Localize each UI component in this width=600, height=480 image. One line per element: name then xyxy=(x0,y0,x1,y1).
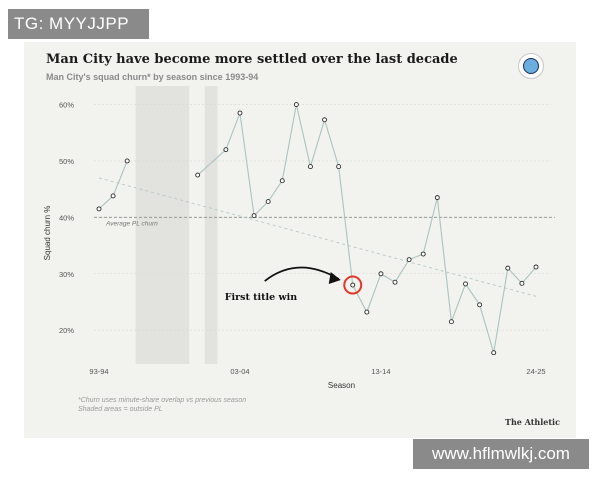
data-point xyxy=(350,282,356,288)
y-tick-label: 60% xyxy=(59,101,74,110)
data-point xyxy=(505,265,511,271)
y-tick-label: 30% xyxy=(59,270,74,279)
watermark-bottom: www.hflmwlkj.com xyxy=(413,439,589,469)
watermark-top: TG: MYYJJPP xyxy=(8,9,149,39)
y-tick-label: 40% xyxy=(59,213,74,222)
data-point xyxy=(491,350,497,356)
data-point xyxy=(322,117,327,123)
x-tick-label: 03-04 xyxy=(230,367,249,376)
x-tick-label: 24-25 xyxy=(526,367,545,376)
club-crest-icon xyxy=(518,53,544,79)
x-tick-label: 93-94 xyxy=(89,367,108,376)
chart-card: Man City have become more settled over t… xyxy=(24,42,576,438)
data-point xyxy=(308,164,313,170)
data-point xyxy=(223,147,229,153)
data-point xyxy=(364,309,370,315)
data-point xyxy=(96,206,102,212)
y-tick-label: 20% xyxy=(59,326,74,335)
y-axis-title: Squad churn % xyxy=(43,206,52,261)
data-point xyxy=(378,271,384,277)
data-point xyxy=(237,110,243,116)
annotation-arrow xyxy=(264,266,340,282)
data-point xyxy=(293,102,299,108)
data-point xyxy=(406,257,412,263)
footnote: *Churn uses minute-share overlap vs prev… xyxy=(78,396,246,414)
data-point xyxy=(336,164,342,170)
average-label: Average PL churn xyxy=(105,220,158,227)
y-tick-label: 50% xyxy=(59,157,74,166)
line-chart: 20% 30% 40% 50% 60% Average PL churn First tit… xyxy=(43,86,555,390)
chart-subtitle: Man City's squad churn* by season since … xyxy=(46,72,259,82)
shaded-area-1 xyxy=(204,86,218,364)
brand-logo: The Athletic xyxy=(505,417,560,427)
data-point xyxy=(463,281,468,287)
data-point xyxy=(251,213,257,219)
data-point xyxy=(265,199,271,205)
data-point xyxy=(477,302,483,308)
highlight-circle xyxy=(343,275,363,295)
data-point xyxy=(448,319,454,325)
data-point xyxy=(519,280,525,286)
x-tick-label: 13-14 xyxy=(371,367,390,376)
data-point xyxy=(110,193,116,199)
footnote-line-2: Shaded areas = outside PL xyxy=(78,406,163,413)
x-axis-title: Season xyxy=(328,381,355,390)
chart-title: Man City have become more settled over t… xyxy=(46,52,458,67)
data-point xyxy=(392,279,398,285)
series-line-1 xyxy=(197,104,537,353)
data-point xyxy=(434,195,440,201)
shaded-area-0 xyxy=(135,86,190,364)
data-point xyxy=(279,178,285,184)
annotation-arrowhead xyxy=(328,272,341,285)
data-point xyxy=(420,251,426,257)
footnote-line-1: *Churn uses minute-share overlap vs prev… xyxy=(78,397,247,404)
data-point xyxy=(124,158,130,164)
annotation-label: First title win xyxy=(225,292,298,303)
data-point xyxy=(195,172,201,178)
data-point xyxy=(533,264,539,270)
series-line-0 xyxy=(98,160,128,210)
